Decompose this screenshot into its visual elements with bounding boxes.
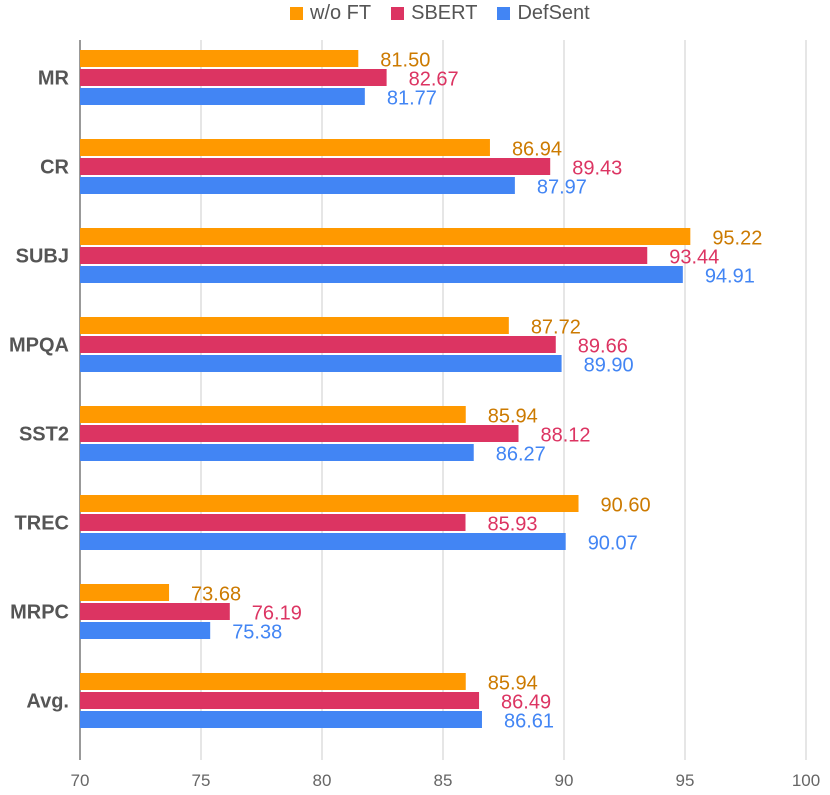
data-label: 87.97 (537, 177, 587, 199)
data-label: 75.38 (232, 622, 282, 644)
bar (80, 50, 359, 67)
bar (80, 158, 551, 175)
data-label: 86.49 (501, 692, 551, 714)
x-tick-label: 80 (313, 771, 332, 790)
bar (80, 266, 683, 283)
bar (80, 139, 490, 156)
bar (80, 177, 515, 194)
data-label: 85.93 (488, 514, 538, 536)
legend-swatch-defsent (497, 6, 511, 20)
category-label: CR (40, 157, 69, 179)
data-label: 82.67 (409, 69, 459, 91)
category-label: SUBJ (16, 246, 69, 268)
x-tick-label: 70 (71, 771, 90, 790)
data-label: 95.22 (712, 228, 762, 250)
bar (80, 603, 230, 620)
category-label: MR (38, 68, 70, 90)
bar (80, 514, 466, 531)
bar (80, 533, 566, 550)
data-label: 81.50 (380, 50, 430, 72)
category-label: Avg. (26, 691, 69, 713)
chart-legend: w/o FT SBERT DefSent (290, 0, 610, 26)
bar (80, 69, 387, 86)
x-tick-label: 85 (434, 771, 453, 790)
legend-swatch-wo-ft (290, 6, 303, 20)
data-label: 73.68 (191, 584, 241, 606)
category-label: MRPC (10, 602, 69, 624)
data-label: 88.12 (541, 425, 591, 447)
bar (80, 355, 562, 372)
data-label: 93.44 (669, 247, 719, 269)
x-tick-label: 75 (192, 771, 211, 790)
bar (80, 425, 519, 442)
data-label: 89.90 (584, 355, 634, 377)
bar (80, 622, 211, 639)
legend-swatch-sbert (391, 6, 405, 20)
bar (80, 317, 509, 334)
category-label: SST2 (19, 424, 69, 446)
bar (80, 711, 482, 728)
bar (80, 673, 466, 690)
legend-label-wo-ft: w/o FT (310, 1, 372, 24)
data-label: 90.07 (588, 533, 638, 555)
category-label: MPQA (9, 335, 69, 357)
legend-label-defsent: DefSent (517, 1, 590, 24)
data-label: 81.77 (387, 88, 437, 110)
x-tick-label: 95 (676, 771, 695, 790)
category-label: TREC (15, 513, 69, 535)
bar (80, 247, 648, 264)
bar (80, 692, 480, 709)
legend-item-wo-ft: w/o FT (290, 2, 371, 25)
data-label: 89.43 (572, 158, 622, 180)
data-label: 86.61 (504, 711, 554, 733)
data-label: 89.66 (578, 336, 628, 358)
bar (80, 444, 474, 461)
data-label: 85.94 (488, 673, 538, 695)
bar (80, 584, 170, 601)
data-label: 87.72 (531, 317, 581, 339)
bar (80, 88, 365, 105)
legend-label-sbert: SBERT (411, 1, 478, 24)
data-label: 76.19 (252, 603, 302, 625)
data-label: 86.27 (496, 444, 546, 466)
x-tick-label: 90 (555, 771, 574, 790)
bar (80, 336, 556, 353)
bar (80, 406, 466, 423)
legend-item-defsent: DefSent (497, 1, 590, 25)
data-label: 94.91 (705, 266, 755, 288)
bar (80, 228, 691, 245)
data-label: 86.94 (512, 139, 562, 161)
legend-item-sbert: SBERT (391, 2, 477, 25)
data-label: 90.60 (601, 495, 651, 517)
bar (80, 495, 579, 512)
data-label: 85.94 (488, 406, 538, 428)
x-tick-label: 100 (792, 771, 820, 790)
